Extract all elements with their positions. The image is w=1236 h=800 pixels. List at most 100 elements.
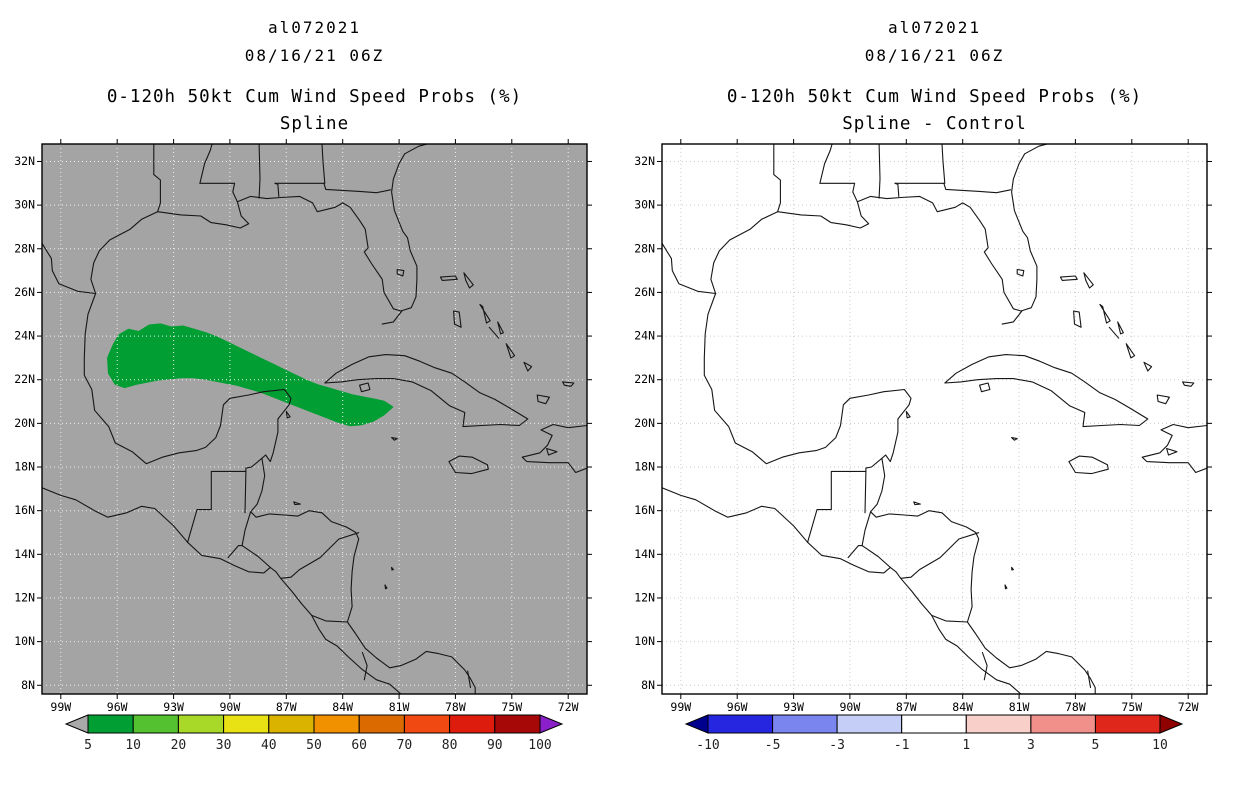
axis-ticks [37,139,592,699]
colorbar-segment [965,714,1032,734]
lon-axis-label: 72W [558,700,579,714]
colorbar-segment [772,714,838,734]
lon-axis-label: 72W [1178,700,1199,714]
lat-axis-label: 10N [14,634,35,648]
probability-shaded-region [107,323,394,427]
colorbar-label: 20 [171,738,187,753]
lon-axis-label: 75W [1121,700,1142,714]
colorbar-difference-scale: -10 -5 -3 -1 1 3 5 10 [684,714,1184,753]
lon-axis-label: 90W [840,700,861,714]
colorbar-over-arrow [1159,714,1184,734]
colorbar-segment [358,714,405,734]
colorbar-label: 5 [84,738,92,753]
map-spline: 99W 96W 93W 90W 87W 84W 81W 78W 75W 72W 32N 30N 28N 2… [14,139,592,714]
lat-axis-label: 10N [634,634,655,648]
lon-axis-label: 96W [727,700,748,714]
colorbar-label: 30 [216,738,232,753]
panel-subtitle: Spline - Control [842,114,1027,134]
lon-axis-label: 93W [163,700,184,714]
panel-subtitle: Spline [279,114,350,134]
colorbar-label: 1 [962,738,970,753]
colorbar-label: 70 [397,738,413,753]
colorbar-label: -5 [765,738,781,753]
map-frame [41,143,588,695]
lat-axis-label: 26N [14,285,35,299]
colorbar-segment [1030,714,1096,734]
colorbar-label: 10 [1152,738,1168,753]
colorbar-label: 90 [487,738,503,753]
colorbar-segment [449,714,496,734]
lon-axis-label: 78W [1065,700,1086,714]
lon-axis-label: 87W [276,700,297,714]
colorbar-segment [87,714,134,734]
lon-axis-label: 78W [445,700,466,714]
lat-axis-label: 12N [634,591,655,605]
lon-axis-label: 84W [952,700,973,714]
lat-axis-label: 28N [634,241,655,255]
lat-axis-label: 20N [634,416,655,430]
init-datetime: 08/16/21 06Z [864,46,1005,65]
colorbar-label: 10 [125,738,141,753]
colorbar-label: 50 [306,738,322,753]
colorbar-segment [223,714,270,734]
colorbar-segment [403,714,451,734]
colorbar-segment [268,714,315,734]
colorbar-label: 100 [528,738,551,753]
map-background [42,144,587,694]
panel-spline-minus-control: al072021 08/16/21 06Z 0-120h 50kt Cum Wi… [628,0,1236,800]
graticule [662,144,1207,694]
colorbar-probability-scale: 5 10 20 30 40 50 60 70 80 90 100 [64,714,564,753]
coastlines [42,144,587,694]
lon-axis-label: 81W [1009,700,1030,714]
colorbar-segment [707,714,774,734]
colorbar-label: 80 [442,738,458,753]
lat-axis-label: 14N [14,547,35,561]
lat-axis-label: 8N [641,678,655,692]
lat-axis-label: 32N [14,154,35,168]
colorbar-label: -1 [894,738,910,753]
product-title: 0-120h 50kt Cum Wind Speed Probs (%) [106,87,523,107]
lat-axis-label: 18N [634,460,655,474]
map-background [662,144,1207,694]
lon-axis-label: 87W [896,700,917,714]
colorbar-segment [177,714,225,734]
colorbar-segment [313,714,360,734]
colorbar-segment [836,714,903,734]
storm-id: al072021 [267,18,362,37]
lat-axis-label: 16N [634,503,655,517]
lat-axis-label: 30N [634,198,655,212]
coastlines [662,144,1207,694]
storm-id: al072021 [887,18,982,37]
lat-axis-label: 14N [634,547,655,561]
lat-axis-label: 28N [14,241,35,255]
panel-titles: al072021 08/16/21 06Z 0-120h 50kt Cum Wi… [42,14,587,138]
colorbar-under-arrow [64,714,89,734]
lat-axis-label: 24N [14,329,35,343]
lat-axis-label: 26N [634,285,655,299]
lon-axis-label: 75W [501,700,522,714]
panel-spline: al072021 08/16/21 06Z 0-120h 50kt Cum Wi… [8,0,623,800]
colorbar-under-arrow [684,714,709,734]
map-spline-minus-control: 99W 96W 93W 90W 87W 84W 81W 78W 75W 72W 32N 30N 28N 2… [634,139,1212,714]
lat-axis-label: 12N [14,591,35,605]
colorbar-label: -10 [696,738,719,753]
panel-titles: al072021 08/16/21 06Z 0-120h 50kt Cum Wi… [662,14,1207,138]
lat-axis-label: 20N [14,416,35,430]
map-frame [661,143,1208,695]
lat-axis-label: 16N [14,503,35,517]
colorbar-segment [901,714,967,734]
lat-axis-label: 24N [634,329,655,343]
colorbar-segment [494,714,541,734]
lat-axis-label: 22N [14,372,35,386]
lon-axis-label: 90W [220,700,241,714]
colorbar-label: 5 [1091,738,1099,753]
lon-axis-label: 84W [332,700,353,714]
lat-axis-label: 32N [634,154,655,168]
colorbar-label: 3 [1027,738,1035,753]
lat-axis-label: 18N [14,460,35,474]
colorbar-label: 60 [351,738,367,753]
colorbar-over-arrow [539,714,564,734]
colorbar-label: -3 [829,738,845,753]
init-datetime: 08/16/21 06Z [244,46,385,65]
